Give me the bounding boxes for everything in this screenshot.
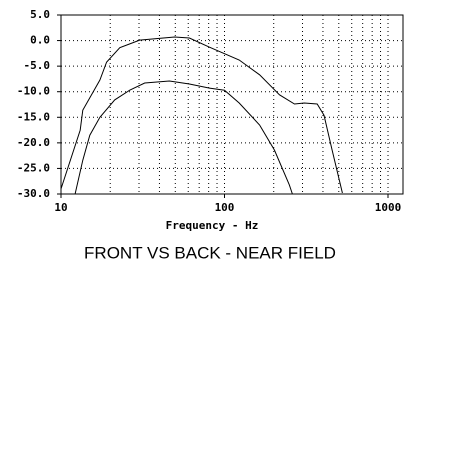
x-tick-label: 1000	[375, 201, 402, 214]
y-tick-label: -10.0	[17, 85, 50, 98]
y-tick-label: 0.0	[30, 34, 50, 47]
x-tick-label: 10	[54, 201, 67, 214]
x-axis-label: Frequency - Hz	[166, 219, 259, 232]
plot-frame	[60, 14, 404, 195]
chart-title: FRONT VS BACK - NEAR FIELD	[84, 243, 336, 262]
series-line	[60, 36, 343, 194]
y-tick-label: -30.0	[17, 187, 50, 200]
y-tick-label: -15.0	[17, 110, 50, 123]
y-tick-label: -5.0	[24, 59, 51, 72]
series-line	[74, 80, 293, 195]
y-tick-label: -25.0	[17, 161, 50, 174]
y-tick-label: 5.0	[30, 8, 50, 21]
y-tick-label: -20.0	[17, 136, 50, 149]
x-tick-label: 100	[215, 201, 235, 214]
